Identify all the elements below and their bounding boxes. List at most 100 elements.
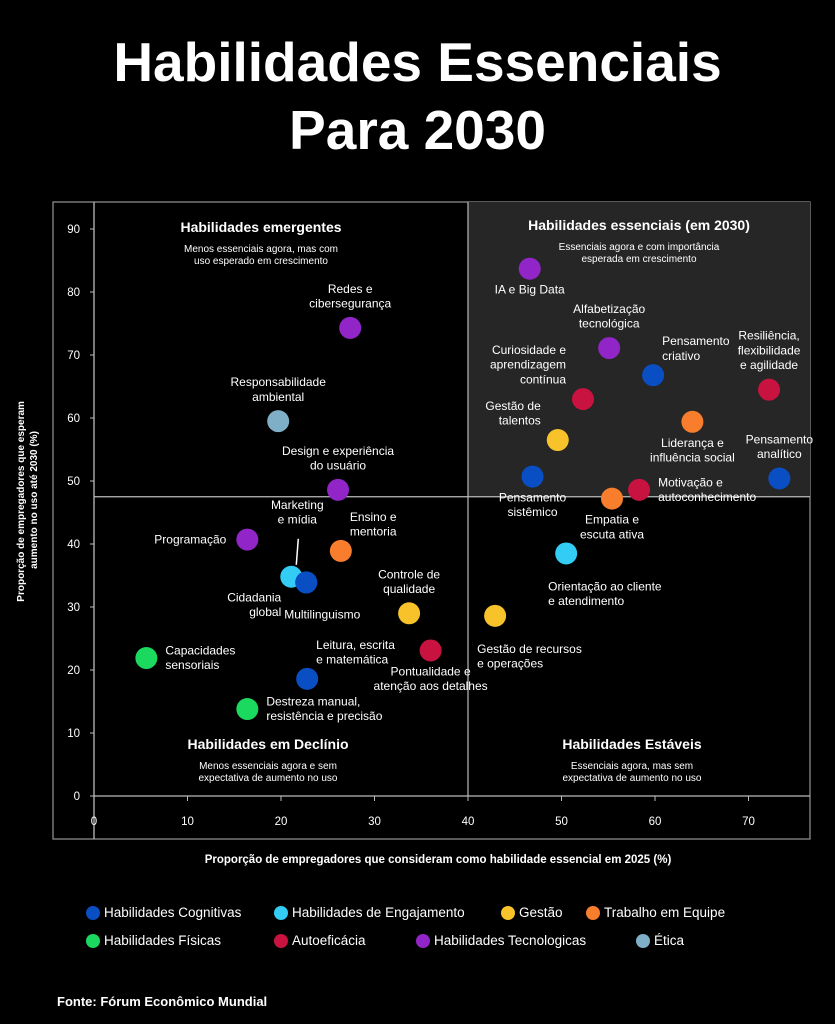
x-tick-label: 0 bbox=[91, 816, 97, 828]
label-line: Cidadania bbox=[227, 590, 281, 604]
legend-label: Habilidades de Engajamento bbox=[292, 905, 465, 920]
label-line: flexibilidade bbox=[738, 343, 801, 357]
point-label: Resiliência, flexibilidade e agilidade bbox=[738, 329, 801, 372]
data-point bbox=[398, 602, 421, 625]
label-line: Liderança e bbox=[661, 436, 724, 450]
label-line: expectativa de aumento no uso bbox=[563, 773, 702, 784]
label-line: Redes e bbox=[328, 282, 373, 296]
y-tick-label: 90 bbox=[67, 224, 80, 236]
quadrant-subtitle: Essenciais agora e com importância espera… bbox=[559, 242, 720, 265]
data-point bbox=[628, 478, 651, 501]
page-title: Habilidades Essenciais Para 2030 bbox=[0, 28, 835, 164]
legend-label: Habilidades Cognitivas bbox=[104, 905, 242, 920]
label-line: Essenciais agora, mas sem bbox=[571, 761, 693, 772]
x-tick-label: 40 bbox=[462, 816, 475, 828]
label-line: Ensino e bbox=[350, 510, 397, 524]
point-label: Liderança e influência social bbox=[650, 436, 735, 465]
label-line: mentoria bbox=[350, 525, 397, 539]
point-label: Destreza manual, resistência e precisão bbox=[266, 695, 382, 724]
label-line: Controle de bbox=[378, 567, 440, 581]
quadrant-subtitle: Essenciais agora, mas sem expectativa de … bbox=[563, 761, 702, 784]
point-label: IA e Big Data bbox=[495, 283, 565, 297]
legend-item: Gestão bbox=[501, 905, 563, 920]
x-tick-label: 60 bbox=[649, 816, 662, 828]
legend-swatch bbox=[274, 905, 288, 920]
label-line: influência social bbox=[650, 450, 735, 464]
point-label: Pensamento sistêmico bbox=[499, 491, 567, 520]
data-point bbox=[296, 667, 319, 690]
legend-swatch bbox=[636, 933, 650, 948]
y-tick-label: 70 bbox=[67, 350, 80, 362]
label-line: Menos essenciais agora, mas com bbox=[184, 244, 338, 255]
x-axis-label: Proporção de empregadores que consideram… bbox=[205, 854, 672, 866]
label-line: atenção aos detalhes bbox=[374, 679, 488, 693]
label-line: Resiliência, bbox=[738, 329, 799, 343]
label-line: Pensamento bbox=[746, 432, 814, 446]
legend-swatch bbox=[416, 933, 430, 948]
data-point bbox=[484, 604, 507, 627]
data-point bbox=[768, 467, 791, 490]
y-tick-label: 20 bbox=[67, 665, 80, 677]
label-line: Gestão de recursos bbox=[477, 642, 582, 656]
data-point bbox=[555, 542, 578, 565]
data-point bbox=[327, 478, 350, 501]
legend-label: Habilidades Tecnologicas bbox=[434, 933, 587, 948]
label-line: e operações bbox=[477, 656, 543, 670]
label-line: Capacidades bbox=[165, 644, 235, 658]
point-label: Multilinguismo bbox=[284, 607, 360, 621]
label-line: Orientação ao cliente bbox=[548, 579, 662, 593]
legend-swatch bbox=[274, 933, 288, 948]
y-tick-label: 0 bbox=[74, 791, 80, 803]
label-line: tecnológica bbox=[579, 317, 640, 331]
legend-item: Habilidades Físicas bbox=[86, 933, 221, 948]
legend-item: Trabalho em Equipe bbox=[586, 905, 725, 920]
y-axis-label-line: Proporção de empregadores que esperam bbox=[16, 401, 27, 602]
point-label: Redes e cibersegurança bbox=[309, 282, 391, 311]
label-line: uso esperado em crescimento bbox=[194, 256, 328, 267]
point-label: Motivação e autoconhecimento bbox=[658, 475, 756, 504]
title-line: Para 2030 bbox=[289, 99, 546, 161]
label-line: sistêmico bbox=[508, 505, 558, 519]
legend-item: Autoeficácia bbox=[274, 933, 366, 948]
quadrant-title: Habilidades essenciais (em 2030) bbox=[528, 217, 750, 233]
x-tick-label: 50 bbox=[555, 816, 568, 828]
legend-label: Trabalho em Equipe bbox=[604, 905, 726, 920]
label-line: autoconhecimento bbox=[658, 490, 756, 504]
legend-label: Habilidades Físicas bbox=[104, 933, 222, 948]
source-note: Fonte: Fórum Econômico Mundial bbox=[57, 994, 268, 1009]
label-line: Pensamento bbox=[499, 491, 567, 505]
point-label: Pensamento criativo bbox=[662, 334, 730, 363]
label-line: Marketing bbox=[271, 498, 324, 512]
legend-label: Ética bbox=[654, 933, 685, 948]
data-point bbox=[295, 571, 318, 594]
point-label: Programação bbox=[154, 533, 226, 547]
point-label: Responsabilidade ambiental bbox=[230, 375, 326, 404]
label-line: cibersegurança bbox=[309, 297, 391, 311]
label-line: e matemática bbox=[316, 652, 388, 666]
label-line: Responsabilidade bbox=[230, 375, 326, 389]
quadrant-title: Habilidades Estáveis bbox=[562, 736, 702, 752]
label-line: criativo bbox=[662, 349, 700, 363]
data-point bbox=[419, 639, 442, 662]
legend-swatch bbox=[586, 905, 600, 920]
y-axis-label-line: aumento no uso até 2030 (%) bbox=[29, 431, 40, 569]
point-label: Gestão de talentos bbox=[485, 399, 541, 428]
label-line: escuta ativa bbox=[580, 527, 644, 541]
legend-item: Habilidades de Engajamento bbox=[274, 905, 465, 920]
label-line: Pensamento bbox=[662, 334, 730, 348]
y-tick-label: 10 bbox=[67, 728, 80, 740]
label-line: contínua bbox=[520, 372, 566, 386]
label-line: IA e Big Data bbox=[495, 283, 565, 297]
label-line: Menos essenciais agora e sem bbox=[199, 761, 337, 772]
label-line: Motivação e bbox=[658, 475, 723, 489]
data-point bbox=[572, 388, 595, 411]
data-point bbox=[329, 539, 352, 562]
legend-label: Gestão bbox=[519, 905, 563, 920]
label-line: Pontualidade e bbox=[391, 664, 471, 678]
label-line: Design e experiência bbox=[282, 444, 394, 458]
y-tick-label: 80 bbox=[67, 287, 80, 299]
quadrant-subtitle: Menos essenciais agora e sem expectativa … bbox=[199, 761, 338, 784]
y-tick-label: 50 bbox=[67, 476, 80, 488]
label-line: Gestão de bbox=[485, 399, 541, 413]
point-label: Gestão de recursos e operações bbox=[477, 642, 582, 671]
